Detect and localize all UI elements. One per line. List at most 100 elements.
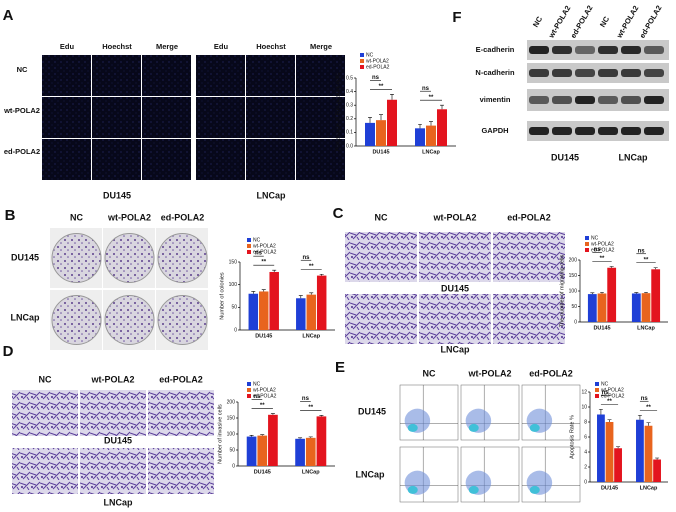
x-tick-label: DU145 bbox=[601, 485, 618, 491]
micrograph bbox=[42, 97, 91, 138]
legend-label: NC bbox=[366, 52, 374, 58]
error-bar bbox=[440, 104, 444, 110]
error-bar bbox=[379, 114, 383, 121]
error-bar bbox=[653, 267, 658, 270]
error-bar bbox=[637, 414, 642, 420]
y-axis-label: Apoptosis Rate % bbox=[569, 415, 575, 459]
blot-band bbox=[644, 69, 664, 77]
y-tick-label: 150 bbox=[227, 415, 236, 421]
legend-swatch bbox=[585, 236, 589, 240]
error-bar bbox=[390, 94, 394, 100]
error-bar bbox=[609, 266, 614, 268]
micrograph bbox=[42, 55, 91, 96]
bar bbox=[641, 293, 651, 322]
y-tick-label: 0.4 bbox=[346, 89, 353, 95]
plate bbox=[51, 295, 102, 345]
y-tick-label: 0 bbox=[232, 463, 235, 469]
micrograph bbox=[493, 294, 565, 344]
y-tick-label: 0.0 bbox=[346, 143, 353, 149]
significance: ns bbox=[641, 396, 649, 402]
blot-band bbox=[644, 127, 664, 135]
error-bar bbox=[429, 121, 433, 126]
error-bar bbox=[590, 292, 595, 295]
legend-label: ed-POLA2 bbox=[253, 249, 277, 255]
column-header: Hoechst bbox=[102, 42, 132, 51]
column-header: ed-POLA2 bbox=[507, 212, 551, 222]
legend-label: wt-POLA2 bbox=[253, 387, 276, 393]
significance: ns bbox=[638, 248, 646, 254]
x-tick-label: DU145 bbox=[254, 469, 271, 475]
micrograph bbox=[148, 390, 214, 436]
bar bbox=[269, 271, 279, 330]
panel-label: D bbox=[3, 343, 14, 360]
micrograph bbox=[296, 55, 345, 96]
micrograph bbox=[92, 97, 141, 138]
legend-swatch bbox=[247, 382, 251, 386]
micrograph bbox=[92, 55, 141, 96]
bar bbox=[316, 416, 327, 466]
error-bar bbox=[655, 457, 660, 460]
group-label: DU145 bbox=[551, 152, 579, 162]
micrograph bbox=[246, 139, 295, 180]
column-header: NC bbox=[375, 212, 388, 222]
y-tick-label: 10 bbox=[581, 404, 587, 410]
bar bbox=[305, 437, 316, 466]
micrograph bbox=[296, 97, 345, 138]
error-bar bbox=[298, 437, 303, 439]
y-tick-label: 100 bbox=[229, 282, 238, 288]
significance: ** bbox=[600, 256, 605, 262]
significance: ** bbox=[260, 403, 265, 409]
legend-label: ed-POLA2 bbox=[253, 393, 277, 399]
row-label: DU145 bbox=[441, 283, 469, 293]
significance: ** bbox=[308, 405, 313, 411]
column-header: wt-POLA2 bbox=[467, 368, 511, 378]
blot-band bbox=[552, 69, 572, 77]
cell-core bbox=[529, 423, 540, 432]
blot-band bbox=[621, 69, 641, 77]
row-label: LNCap bbox=[11, 312, 41, 322]
blot-band bbox=[621, 46, 641, 54]
row-label: vimentin bbox=[480, 95, 511, 104]
error-bar bbox=[309, 292, 314, 295]
row-label: DU145 bbox=[358, 406, 386, 416]
blot-band bbox=[621, 127, 641, 135]
bar bbox=[653, 459, 661, 482]
row-label: LNCap bbox=[441, 344, 471, 354]
legend-swatch bbox=[360, 59, 364, 63]
y-tick-label: 0.5 bbox=[346, 75, 353, 81]
y-tick-label: 0 bbox=[234, 327, 237, 333]
legend-swatch bbox=[585, 242, 589, 246]
column-header: wt-POLA2 bbox=[90, 374, 134, 384]
bar bbox=[651, 269, 661, 322]
legend-label: ed-POLA2 bbox=[366, 64, 390, 70]
bar bbox=[426, 125, 436, 146]
error-bar bbox=[249, 434, 254, 437]
group-label: LNCap bbox=[619, 152, 649, 162]
lane-label: NC bbox=[598, 14, 612, 28]
x-tick-label: LNCap bbox=[637, 325, 655, 331]
row-label: ed-POLA2 bbox=[4, 147, 40, 156]
legend-swatch bbox=[247, 250, 251, 254]
micrograph bbox=[345, 294, 417, 344]
cell-core bbox=[468, 423, 479, 432]
y-tick-label: 200 bbox=[227, 399, 236, 405]
micrograph bbox=[12, 448, 78, 494]
bar bbox=[587, 294, 597, 322]
error-bar bbox=[646, 422, 651, 426]
column-header: ed-POLA2 bbox=[529, 368, 573, 378]
error-bar bbox=[600, 291, 604, 294]
y-axis-label: The number of migrating cells bbox=[559, 255, 565, 328]
significance: ** bbox=[429, 95, 434, 101]
lane-label: ed-POLA2 bbox=[569, 4, 595, 40]
bar bbox=[376, 120, 386, 146]
column-header: Hoechst bbox=[256, 42, 286, 51]
micrograph bbox=[419, 294, 491, 344]
plate bbox=[157, 295, 208, 345]
plate bbox=[157, 233, 208, 283]
legend-swatch bbox=[247, 388, 251, 392]
error-bar bbox=[598, 408, 603, 415]
y-tick-label: 0.3 bbox=[346, 103, 353, 109]
significance: ** bbox=[261, 260, 266, 266]
cell-core bbox=[468, 485, 479, 494]
